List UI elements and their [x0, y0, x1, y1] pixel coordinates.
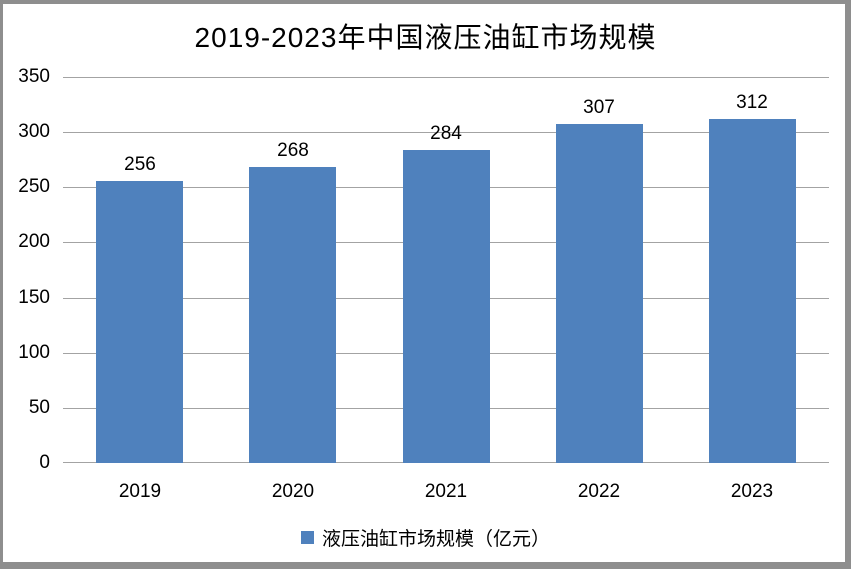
bar-2021	[403, 150, 490, 463]
bar-2023	[709, 119, 796, 463]
x-tick-label-2019: 2019	[118, 481, 162, 502]
gridline-y-350	[63, 77, 829, 78]
y-tick-label-50: 50	[28, 396, 50, 418]
y-tick-label-0: 0	[39, 452, 50, 473]
bar-2022	[556, 124, 643, 463]
x-axis: 2019 2020 2021 2022 2023	[63, 481, 829, 507]
y-tick-label-100: 100	[18, 341, 50, 363]
bar-2019	[96, 181, 183, 463]
legend-label: 液压油缸市场规模（亿元）	[321, 529, 550, 550]
chart-title: 2019-2023年中国液压油缸市场规模	[194, 22, 657, 53]
plot-area: 256 268 284 307 312	[63, 77, 829, 463]
data-label-2023: 312	[736, 92, 768, 113]
x-tick-label-2023: 2023	[730, 481, 774, 502]
data-label-2020: 268	[277, 140, 309, 161]
y-axis: 0 50 100 150 200 250 300 350	[0, 0, 50, 569]
data-label-2021: 284	[430, 123, 462, 144]
x-tick-label-2020: 2020	[271, 481, 315, 502]
y-tick-label-200: 200	[18, 231, 50, 253]
y-tick-label-350: 350	[18, 66, 50, 87]
y-tick-label-250: 250	[18, 176, 50, 198]
x-tick-label-2021: 2021	[424, 481, 468, 502]
y-tick-label-150: 150	[18, 286, 50, 308]
legend-marker-icon	[300, 531, 314, 544]
data-label-2019: 256	[124, 154, 156, 175]
bar-2020	[249, 167, 336, 463]
y-tick-label-300: 300	[18, 121, 50, 143]
data-label-2022: 307	[583, 97, 615, 118]
x-tick-label-2022: 2022	[577, 481, 621, 502]
legend: 液压油缸市场规模（亿元）	[0, 524, 851, 551]
gridline-y-300	[63, 132, 829, 134]
